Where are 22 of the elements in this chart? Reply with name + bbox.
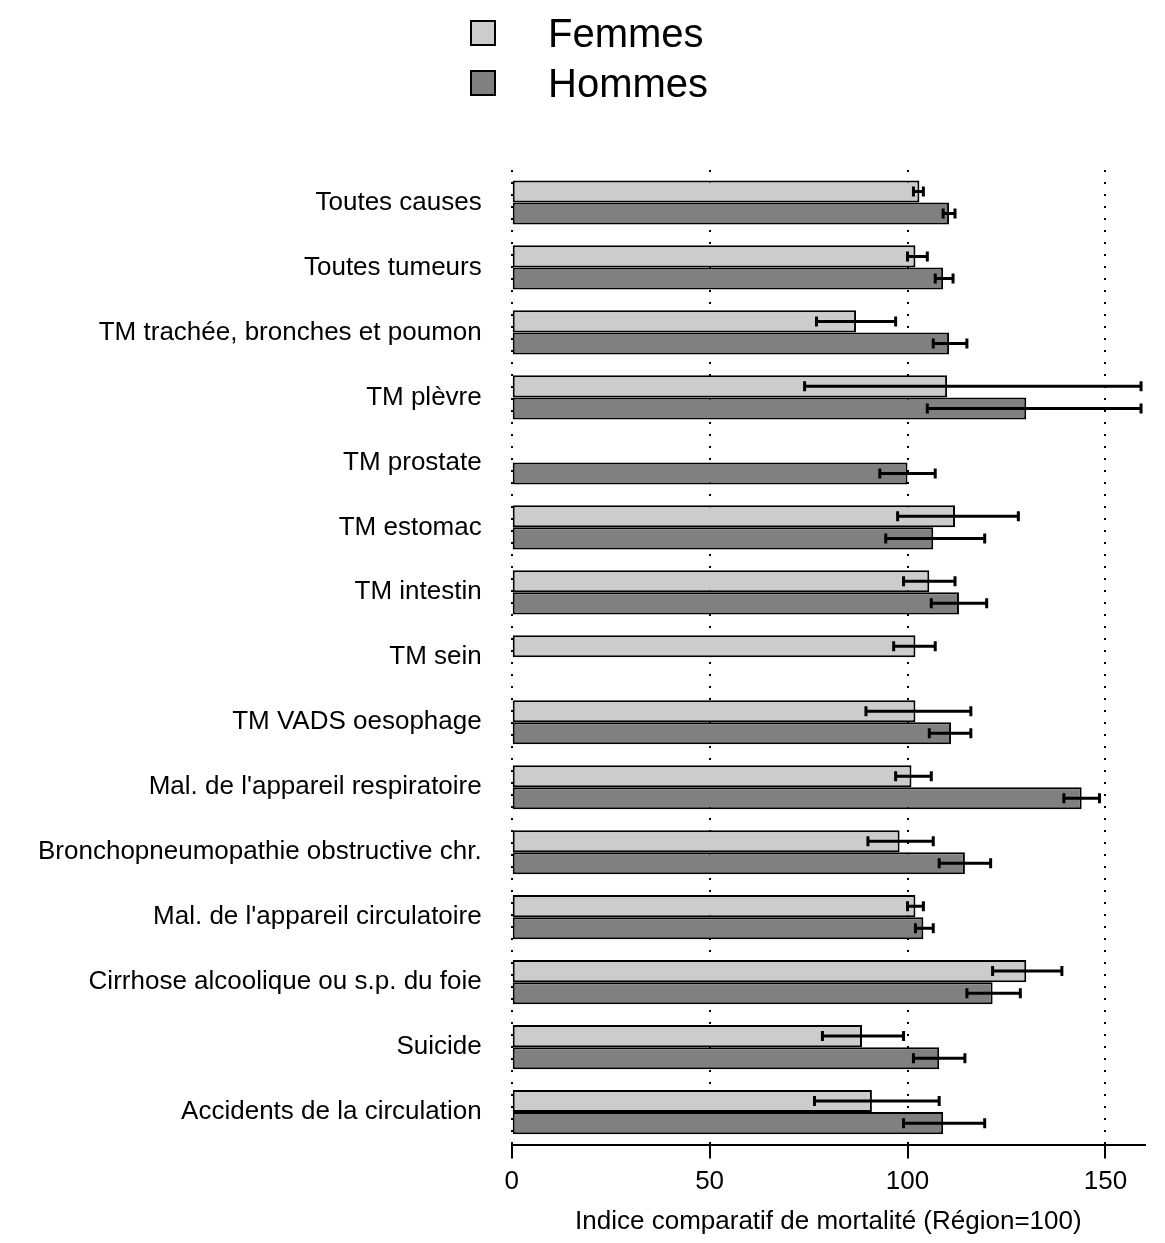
y-tick-label: TM VADS oesophage <box>232 705 482 736</box>
x-tick-label: 150 <box>1083 1165 1128 1196</box>
y-tick-label: Toutes causes <box>315 185 482 216</box>
x-tick-label: 0 <box>504 1165 519 1196</box>
y-tick-label: Mal. de l'appareil respiratoire <box>148 770 482 801</box>
y-tick-label: TM intestin <box>354 575 482 606</box>
y-tick-label: Mal. de l'appareil circulatoire <box>153 900 482 931</box>
y-tick-label: TM sein <box>389 640 482 671</box>
y-tick-label: TM plèvre <box>366 380 482 411</box>
y-tick-label: TM estomac <box>338 510 482 541</box>
y-tick-label: Suicide <box>396 1030 482 1061</box>
x-tick-label: 100 <box>885 1165 930 1196</box>
y-tick-label: TM trachée, bronches et poumon <box>98 315 482 346</box>
y-tick-label: Toutes tumeurs <box>303 250 482 281</box>
x-axis-title: Indice comparatif de mortalité (Région=100) <box>575 1204 1082 1235</box>
legend-label: Hommes <box>548 60 709 107</box>
y-tick-label: Cirrhose alcoolique ou s.p. du foie <box>88 965 482 996</box>
x-tick-label: 50 <box>695 1165 725 1196</box>
y-tick-label: Accidents de la circulation <box>181 1095 482 1126</box>
legend-label: Femmes <box>548 10 704 57</box>
y-tick-label: TM prostate <box>343 445 482 476</box>
y-tick-label: Bronchopneumopathie obstructive chr. <box>38 835 482 866</box>
